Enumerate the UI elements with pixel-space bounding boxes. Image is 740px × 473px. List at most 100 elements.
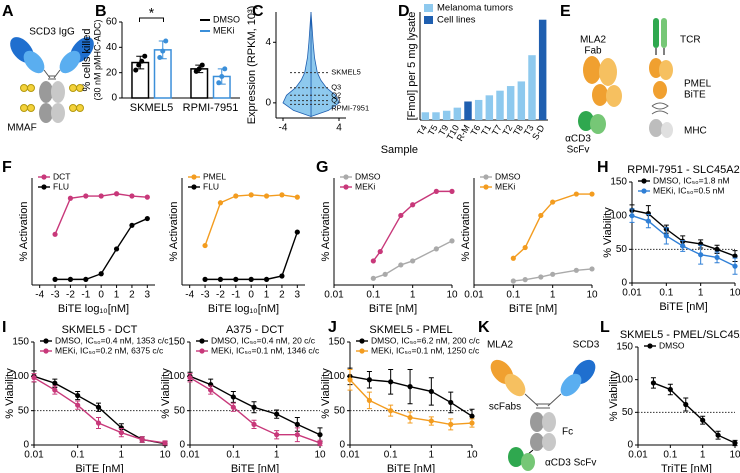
mhc (649, 119, 663, 137)
data-point (217, 200, 224, 206)
data-point (160, 48, 166, 54)
x-axis-label: BiTE [nM] (231, 463, 279, 473)
diagram-label: PMEL (684, 79, 712, 90)
y-tick-label: 50 (334, 405, 346, 416)
data-point (407, 384, 413, 390)
panel-letter: K (478, 319, 490, 336)
bite-diagram: MLA2 Fab TCR PMEL BiTE MHC αCD3 ScFv (565, 18, 712, 156)
diagram-label: αCD3 ScFv (545, 458, 596, 469)
data-point (589, 266, 595, 272)
data-point (732, 253, 738, 259)
y-axis-label: % Viability (4, 368, 16, 419)
data-point (294, 421, 300, 427)
legend-label: FLU (203, 181, 219, 191)
y-tick-label: 50 (18, 405, 30, 416)
x-tick-label: 10 (586, 290, 598, 301)
data-point (448, 399, 454, 406)
x-tick-label: 1 (410, 290, 416, 301)
bar (432, 112, 440, 120)
data-point (410, 202, 416, 208)
y-axis-label: % Activation (18, 202, 30, 262)
data-point (187, 375, 193, 381)
panel-letter: F (2, 159, 12, 176)
data-point (573, 267, 579, 273)
y-tick-label: 0 (339, 440, 345, 451)
y-tick-label: 100 (12, 371, 29, 382)
data-point (144, 194, 150, 200)
y-tick-label: 100 (328, 371, 345, 382)
y-tick-label: 0 (111, 93, 117, 104)
x-tick-label: SKMEL5 (130, 102, 173, 114)
igg-diagram: SCD3 IgG MMAF (7, 27, 94, 134)
data-point (233, 193, 239, 199)
data-point (650, 380, 657, 386)
data-point (202, 242, 208, 249)
x-tick-label: S-D (530, 123, 547, 142)
legend-marker (41, 174, 47, 180)
payload-icons (20, 84, 84, 112)
x-tick-label: -3 (51, 290, 60, 301)
data-point (589, 191, 595, 197)
data-point (645, 211, 651, 217)
data-point (469, 420, 475, 426)
fc (39, 103, 53, 123)
panel-letter: B (95, 3, 107, 20)
scfv (508, 447, 524, 467)
panel-letter: E (560, 3, 571, 20)
data-point (31, 375, 37, 381)
x-tick-label: 0.1 (384, 450, 398, 461)
data-point (52, 380, 58, 386)
data-point (522, 277, 528, 283)
light-chain (59, 50, 81, 74)
data-point (370, 258, 376, 264)
x-tick-label: 2 (129, 290, 135, 301)
data-point (217, 276, 224, 282)
x-axis-label: BiTE [nM] (509, 303, 557, 315)
y-axis-label: % Activation (460, 202, 472, 262)
data-point (139, 436, 145, 443)
bar (442, 110, 451, 120)
x-tick-label: 0.01 (622, 288, 642, 299)
y-tick-label: 40 (106, 42, 118, 53)
data-point (208, 387, 214, 393)
data-point (573, 191, 579, 197)
data-point (113, 246, 120, 252)
x-tick-label: T5 (426, 123, 440, 137)
y-tick-label: 150 (610, 177, 627, 188)
x-tick-label: -1 (81, 290, 90, 301)
data-point (118, 430, 124, 436)
diagram-label: TCR (680, 35, 701, 46)
fab (599, 58, 617, 86)
data-point (700, 417, 706, 423)
panel-letter: G (316, 159, 328, 176)
x-tick-label: -1 (231, 290, 240, 301)
quantile-label: Q2 (331, 90, 341, 99)
x-axis-label: BiTE log₁₀[nM] (208, 303, 279, 315)
data-point (388, 408, 394, 414)
data-point (199, 62, 205, 68)
y-axis-label: % Viability (160, 368, 172, 419)
data-point (680, 243, 686, 249)
y-tick-label: 150 (616, 342, 633, 353)
data-point (398, 262, 404, 268)
quantile-label: RPMI-7951 (331, 103, 369, 112)
data-point (248, 276, 254, 282)
fc (39, 81, 53, 103)
x-tick-label: -3 (201, 290, 210, 301)
x-tick-label: 1 (274, 450, 280, 461)
x-tick-label: T3 (522, 123, 536, 137)
y-axis-label: [Fmol] per 5 mg lysate (406, 12, 418, 121)
hinge (524, 393, 562, 409)
data-point (407, 414, 413, 421)
y-tick-label: 100 (616, 374, 633, 385)
data-point (715, 432, 721, 438)
fab (504, 373, 526, 397)
tcr (661, 18, 667, 48)
scfv (578, 111, 594, 131)
legend-label: MEKi (495, 181, 515, 191)
data-point (142, 53, 148, 59)
data-point (279, 273, 285, 279)
data-point (162, 440, 168, 446)
x-axis-label: Sample (381, 144, 418, 156)
legend-marker (359, 348, 365, 354)
